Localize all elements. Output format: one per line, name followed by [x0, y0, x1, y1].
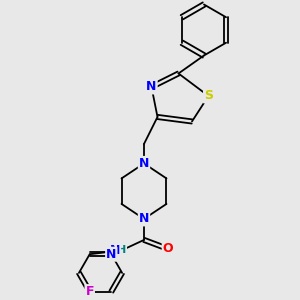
Text: H: H	[117, 245, 126, 255]
Text: O: O	[163, 242, 173, 255]
Text: N: N	[139, 157, 149, 170]
Text: N: N	[146, 80, 157, 94]
Text: N: N	[106, 248, 116, 261]
Text: N: N	[110, 244, 120, 257]
Text: S: S	[204, 89, 213, 103]
Text: N: N	[139, 212, 149, 225]
Text: F: F	[85, 285, 94, 298]
